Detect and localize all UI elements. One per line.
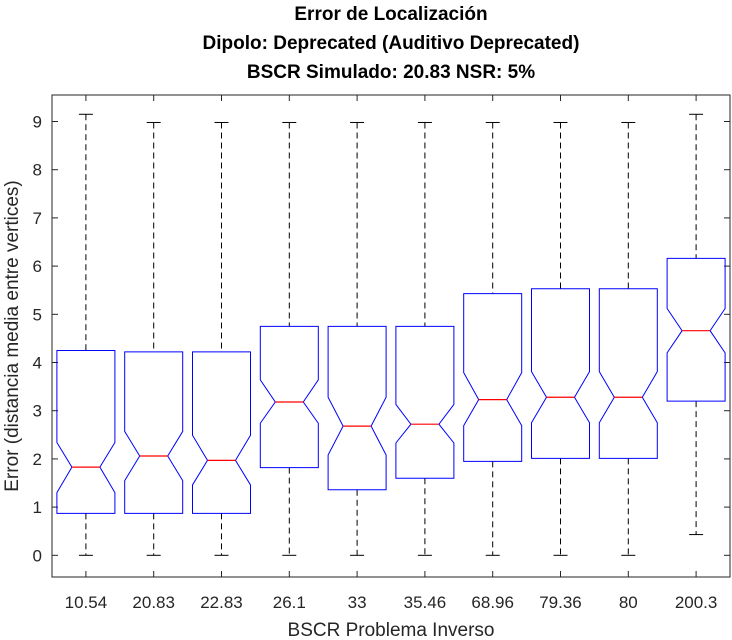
x-tick-label: 200.3 [675,593,718,612]
y-tick-label: 3 [33,402,42,421]
x-tick-label: 33 [348,593,367,612]
notched-box [56,349,116,514]
x-tick-label: 26.1 [273,593,306,612]
x-axis: 10.54 20.83 22.83 26.1 33 35.46 68.96 79.36 80 20… [65,95,718,612]
plot-area [51,94,731,578]
y-axis-label: Error (distancia media entre vertices) [2,180,23,492]
box-10.54 [56,113,116,556]
box-35.46 [395,121,455,556]
y-tick-label: 0 [33,546,42,565]
y-tick-label: 5 [33,305,42,324]
notched-box [192,351,251,514]
notched-box [327,325,387,491]
box-79.36 [531,121,590,556]
box-20.83 [124,121,184,556]
x-tick-label: 80 [619,593,638,612]
notched-box [598,288,658,459]
notched-box [463,293,523,462]
y-tick-label: 4 [33,354,42,373]
y-tick-label: 8 [33,161,42,180]
y-tick-label: 1 [33,498,42,517]
y-tick-label: 9 [33,113,42,132]
boxes-group [56,113,726,556]
chart-title-line-1: Error de Localización [294,4,487,25]
box-33 [327,121,387,556]
y-tick-label: 7 [33,209,42,228]
box-80 [598,121,658,556]
x-tick-label: 22.83 [200,593,243,612]
y-tick-label: 6 [33,257,42,276]
x-tick-label: 68.96 [471,593,514,612]
x-tick-label: 10.54 [65,593,108,612]
x-tick-label: 35.46 [404,593,447,612]
notched-box [395,325,455,479]
chart-title-line-2: Dipolo: Deprecated (Auditivo Deprecated) [203,33,580,54]
notched-box [666,257,726,402]
notched-box [531,288,590,459]
y-axis: 0 1 2 3 4 5 6 7 8 9 [33,113,730,565]
box-26.1 [259,121,319,556]
box-68.96 [463,121,523,556]
y-tick-label: 2 [33,450,42,469]
notched-box [259,325,319,469]
x-tick-label: 79.36 [539,593,582,612]
chart-title-line-3: BSCR Simulado: 20.83 NSR: 5% [247,62,535,83]
box-22.83 [192,121,251,556]
box-200.3 [666,113,726,536]
x-axis-label: BSCR Problema Inverso [288,620,495,640]
notched-box [124,351,184,514]
x-tick-label: 20.83 [132,593,175,612]
